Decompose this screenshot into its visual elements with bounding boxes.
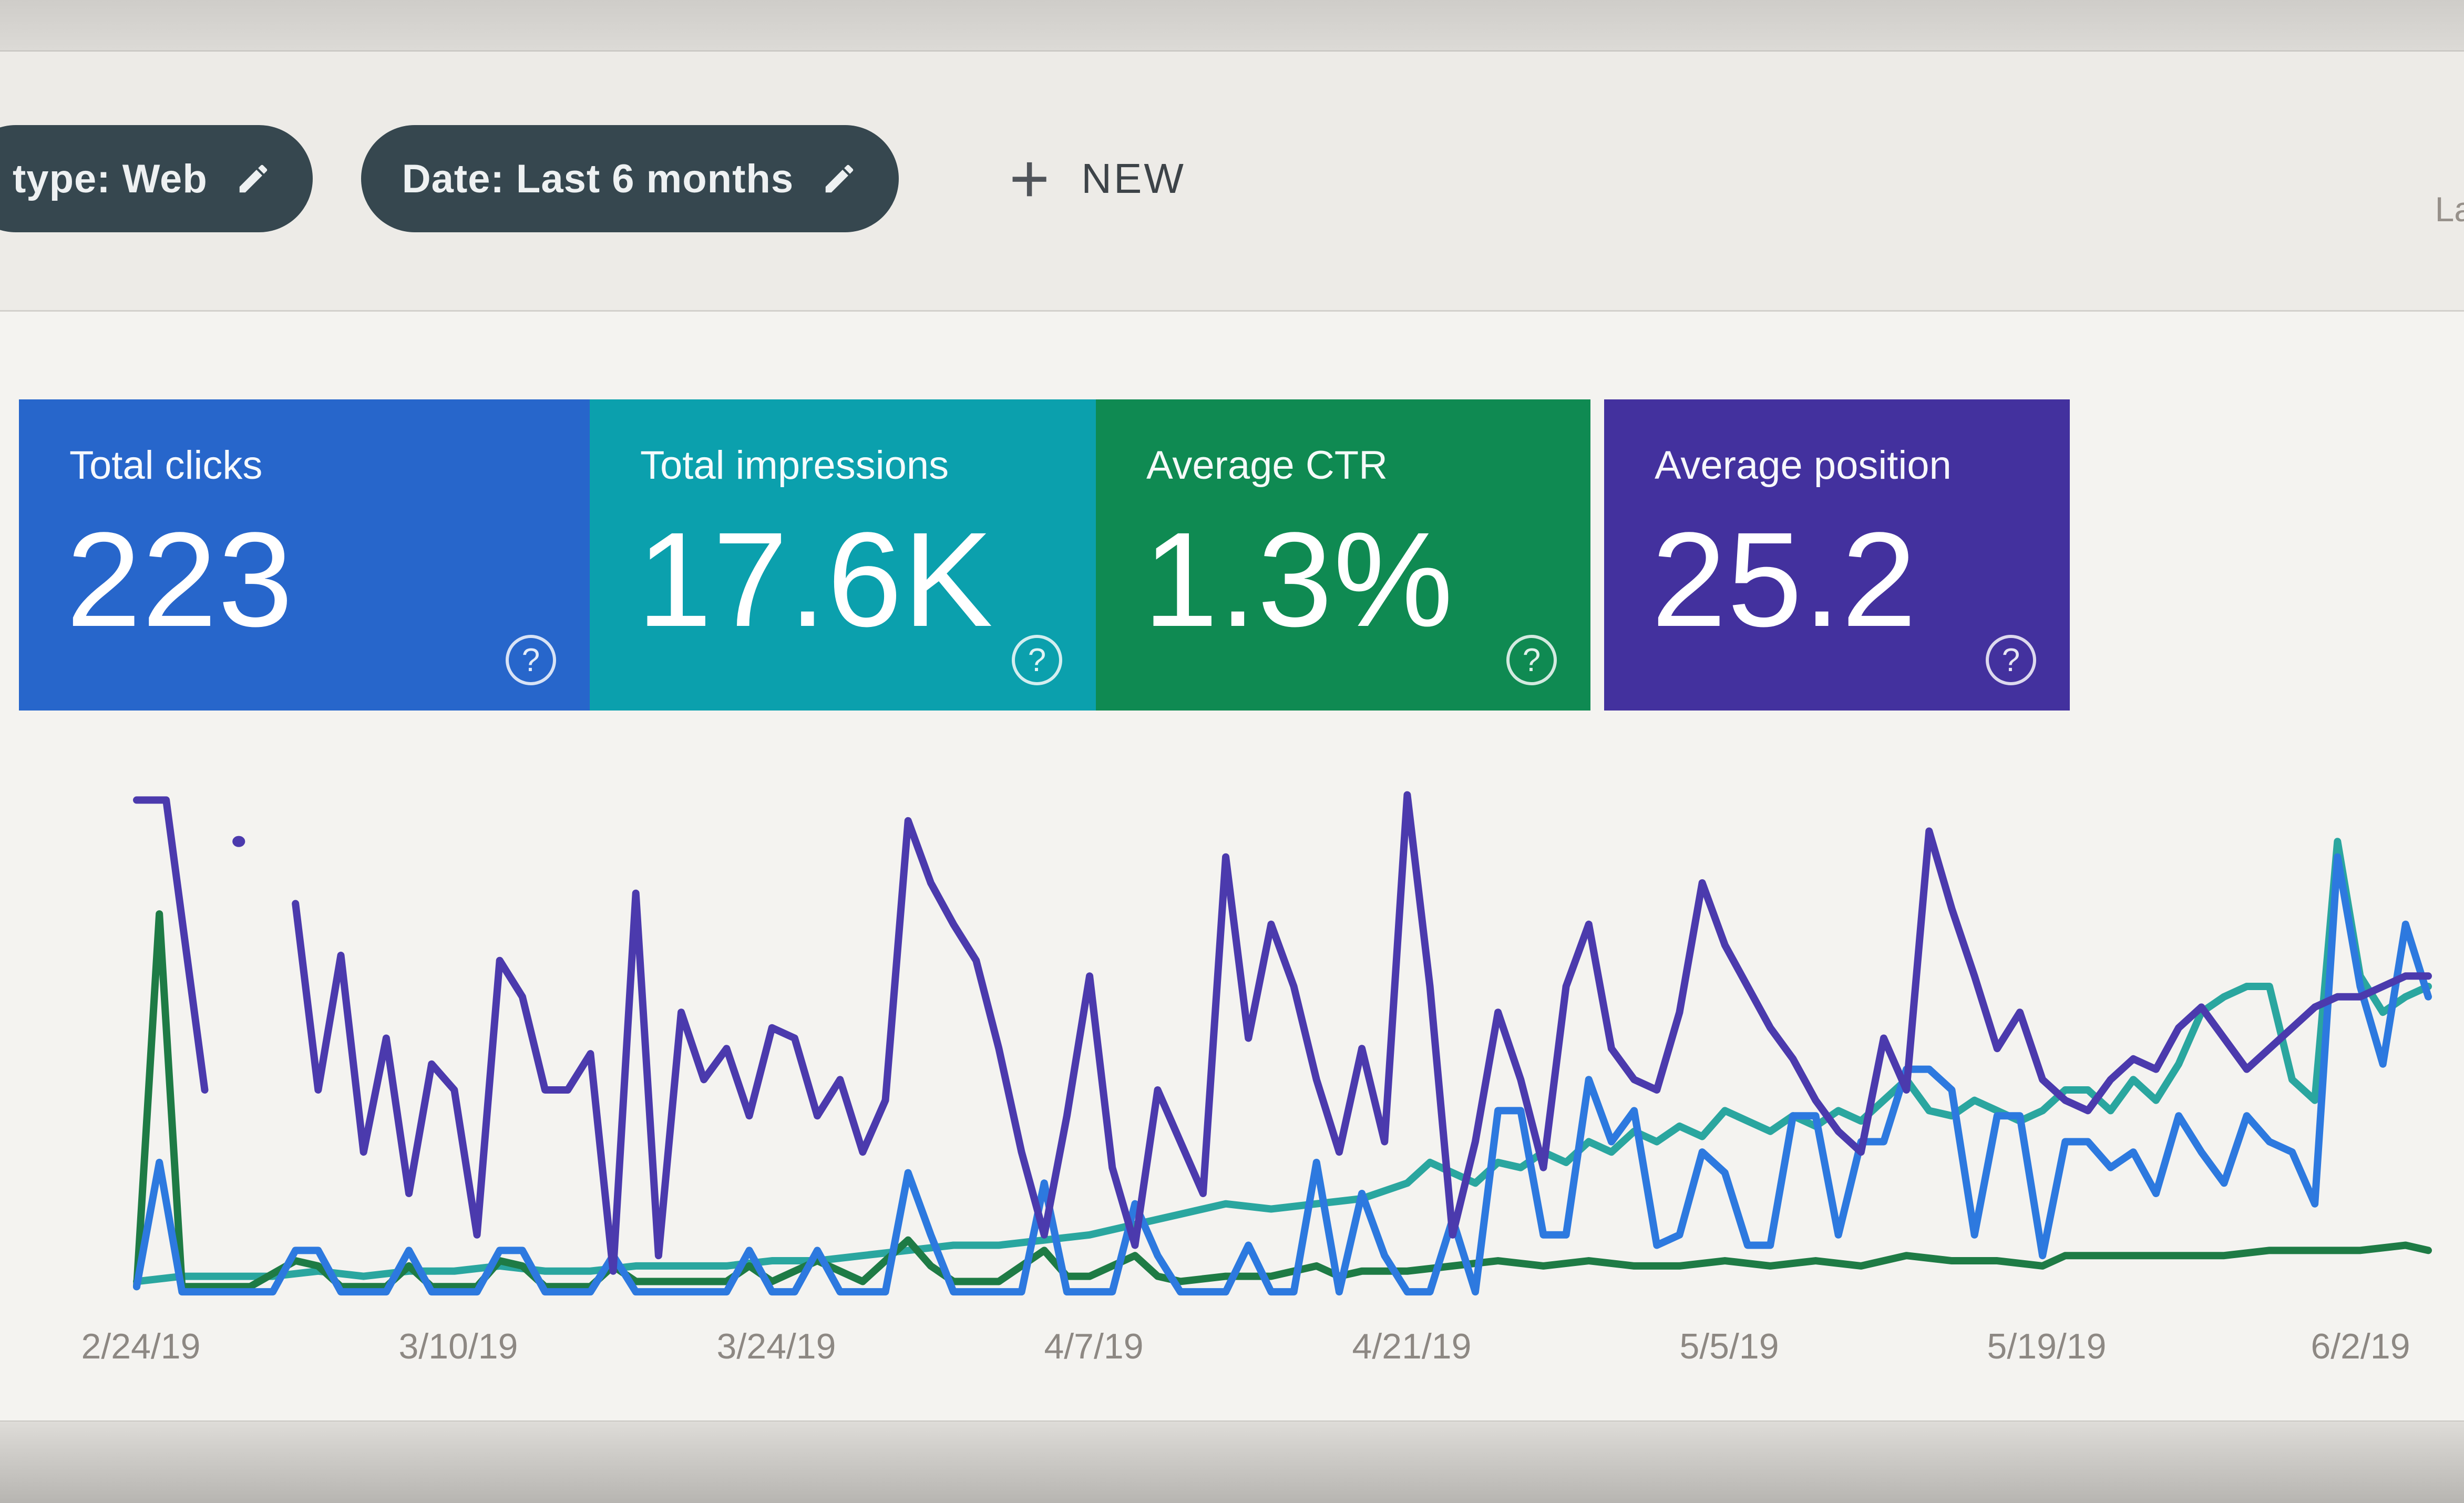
metric-card-value: 1.3% xyxy=(1143,505,1454,655)
metric-card-value: 17.6K xyxy=(637,505,994,655)
filter-chip-date-range[interactable]: Date: Last 6 months xyxy=(361,125,899,232)
pencil-icon[interactable] xyxy=(235,160,272,197)
metric-card-average-ctr[interactable]: Average CTR 1.3% ? xyxy=(1096,399,1590,711)
help-icon[interactable]: ? xyxy=(1986,635,2036,685)
metric-card-average-position[interactable]: Average position 25.2 ? xyxy=(1604,399,2070,711)
new-filter-label: NEW xyxy=(1081,155,1186,202)
x-axis-label: 3/24/19 xyxy=(716,1326,836,1366)
x-axis-label: 6/2/19 xyxy=(2311,1326,2410,1366)
top-edge-strip xyxy=(0,0,2464,52)
bottom-edge-strip xyxy=(0,1420,2464,1503)
pencil-icon[interactable] xyxy=(821,160,858,197)
filter-chip-label: Date: Last 6 months xyxy=(402,156,794,201)
x-axis-label: 5/5/19 xyxy=(1679,1326,1779,1366)
help-icon[interactable]: ? xyxy=(1012,635,1062,685)
help-icon[interactable]: ? xyxy=(506,635,556,685)
x-axis: 2/24/19 3/10/19 3/24/19 4/7/19 4/21/19 5… xyxy=(0,1326,2464,1373)
filter-header: type: Web Date: Last 6 months + NEW La xyxy=(0,52,2464,312)
x-axis-label: 4/7/19 xyxy=(1044,1326,1144,1366)
metric-card-value: 223 xyxy=(66,505,294,655)
help-icon[interactable]: ? xyxy=(1506,635,1557,685)
metric-card-label: Average position xyxy=(1655,443,1952,488)
filter-chip-search-type[interactable]: type: Web xyxy=(0,125,313,232)
metric-card-label: Average CTR xyxy=(1146,443,1388,488)
metric-card-label: Total clicks xyxy=(69,443,263,488)
metric-cards-row: Total clicks 223 ? Total impressions 17.… xyxy=(19,399,2070,711)
metric-card-total-clicks[interactable]: Total clicks 223 ? xyxy=(19,399,590,711)
metric-card-value: 25.2 xyxy=(1651,505,1918,655)
x-axis-label: 4/21/19 xyxy=(1352,1326,1472,1366)
chart-plot-area xyxy=(137,779,2428,1297)
metric-card-label: Total impressions xyxy=(640,443,949,488)
last-updated-text-truncated: La xyxy=(2435,190,2464,229)
x-axis-label: 3/10/19 xyxy=(398,1326,518,1366)
x-axis-label: 5/19/19 xyxy=(1987,1326,2107,1366)
x-axis-label: 2/24/19 xyxy=(81,1326,201,1366)
metric-card-total-impressions[interactable]: Total impressions 17.6K ? xyxy=(590,399,1096,711)
filter-chip-label: type: Web xyxy=(13,156,208,201)
filter-chips-row: type: Web Date: Last 6 months + NEW xyxy=(0,125,1207,232)
new-filter-button[interactable]: + NEW xyxy=(988,128,1207,229)
plus-icon: + xyxy=(1009,140,1050,217)
performance-chart: 2/24/19 3/10/19 3/24/19 4/7/19 4/21/19 5… xyxy=(0,711,2464,1422)
performance-report-panel: Total clicks 223 ? Total impressions 17.… xyxy=(0,312,2464,1422)
